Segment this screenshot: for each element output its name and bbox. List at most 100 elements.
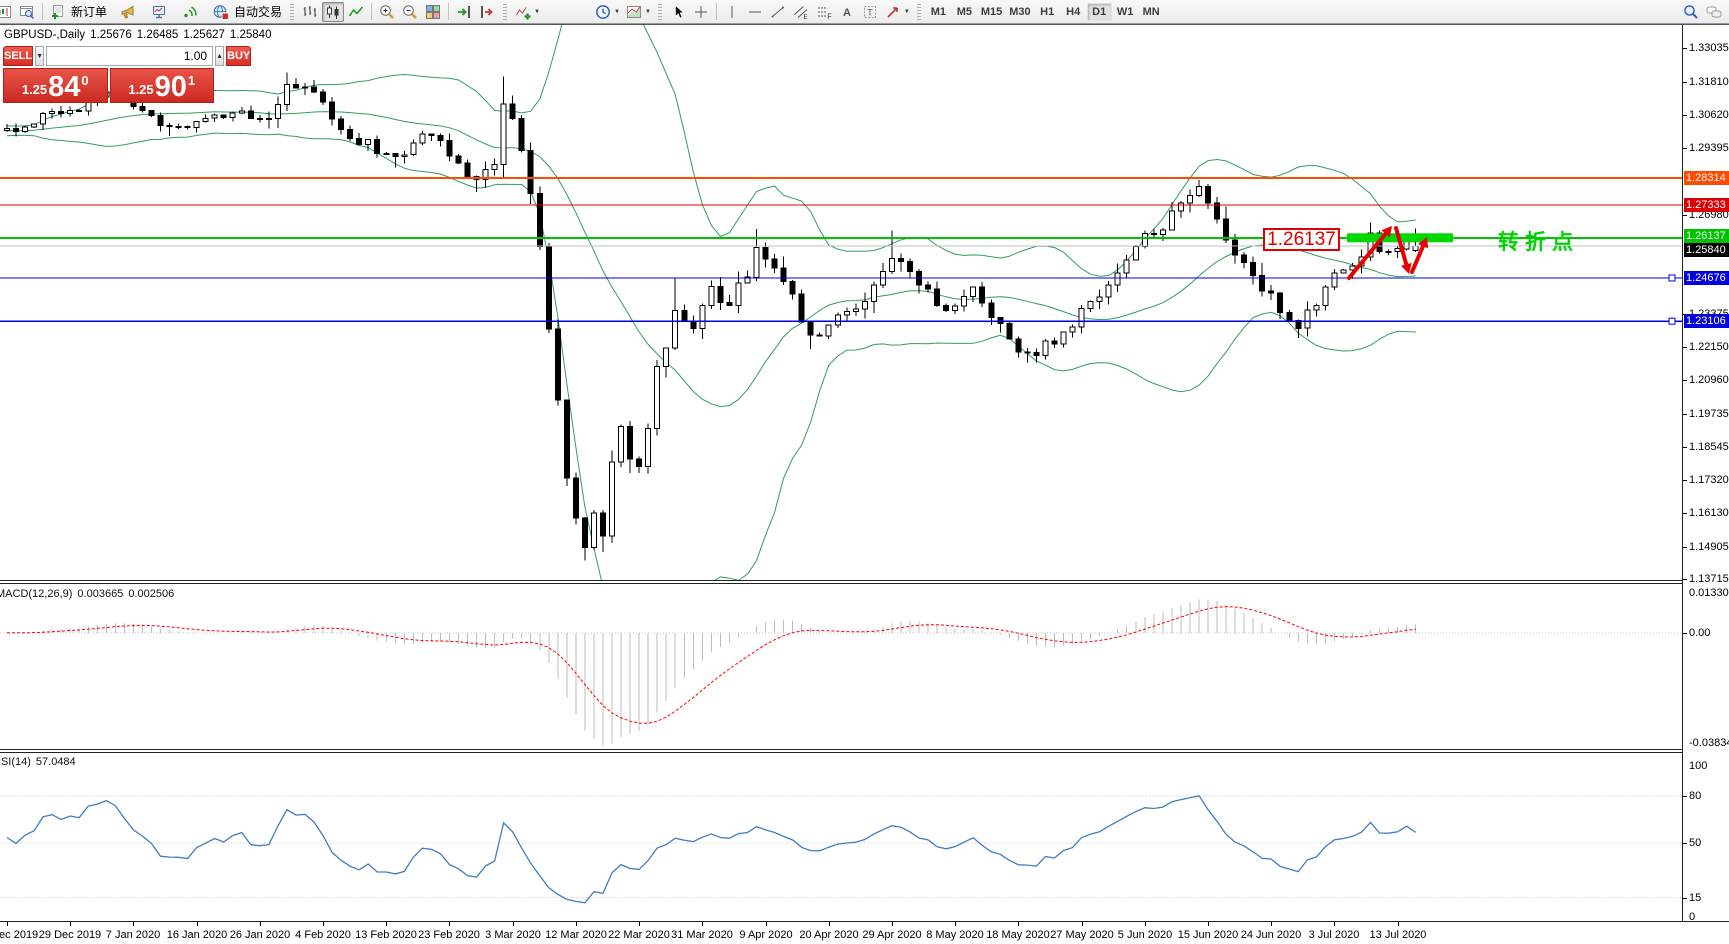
toolbar-separator [448,3,450,20]
date-tick [70,922,71,926]
axis-tick [1683,633,1687,634]
bar-chart-mode-button[interactable] [299,2,321,22]
crosshair-tool-button[interactable] [690,2,712,22]
timeframe-d1[interactable]: D1 [1086,2,1112,21]
pane-separator[interactable] [0,749,1682,753]
buy-price-sup: 1 [187,73,196,88]
periods-dropdown-arrow[interactable]: ▼ [613,8,620,15]
auto-trading-icon[interactable] [210,2,232,22]
volume-decrease-button[interactable]: ▼ [35,46,45,66]
channel-tool-button[interactable]: E [790,2,812,22]
timeframe-group: M1 M5 M15 M30 H1 H4 D1 W1 MN [926,2,1164,21]
new-order-icon[interactable] [47,2,69,22]
buy-price-panel[interactable]: 1.25 90 1 [109,68,214,103]
price-annotation-box[interactable]: 1.26137 [1263,228,1340,251]
macd-axis-zero: 0.00 [1689,627,1711,639]
fibonacci-tool-button[interactable]: F [813,2,835,22]
volume-increase-button[interactable]: ▲ [215,46,224,66]
price-line-tag: 1.23106 [1684,314,1729,328]
alerts-horn-icon[interactable] [117,2,139,22]
templates-button[interactable] [623,2,645,22]
timeframe-m15[interactable]: M15 [980,5,1003,18]
price-line-tag: 1.27333 [1684,198,1729,212]
chart-title: GBPUSD-,Daily 1.25676 1.26485 1.25627 1.2584… [4,29,276,41]
buy-button[interactable]: BUY [226,46,252,66]
text-tool-button[interactable]: A [836,2,858,22]
date-label: 26 Jan 2020 [229,929,291,941]
date-label: 31 Mar 2020 [671,929,733,941]
date-tick [260,922,261,926]
timeframe-h4[interactable]: H4 [1066,5,1081,18]
new-order-label[interactable]: 新订单 [71,5,108,19]
price-tick: 1.22150 [1689,341,1729,354]
timeframe-m30[interactable]: M30 [1009,5,1031,18]
cursor-tool-button[interactable] [667,2,689,22]
macd-axis-max: 0.013301 [1689,587,1729,599]
date-tick [1398,922,1399,926]
rsi-name: RSI(14) [0,756,31,768]
profiles-button[interactable] [16,2,38,22]
new-chart-button[interactable] [0,2,15,22]
sell-price-sup: 0 [81,73,89,88]
date-tick [197,922,198,926]
zoom-out-button[interactable] [399,2,421,22]
price-tick: 1.29395 [1689,142,1729,155]
symbol-period: GBPUSD-,Daily [4,29,86,41]
date-tick [576,922,577,926]
signals-icon[interactable] [179,2,201,22]
timeframe-m5[interactable]: M5 [956,5,972,18]
zoom-in-button[interactable] [376,2,398,22]
date-tick [1334,922,1335,926]
templates-dropdown-arrow[interactable]: ▼ [644,8,651,15]
chat-icon[interactable] [1703,2,1725,22]
axis-tick [1683,480,1687,481]
date-label: 20 Apr 2020 [799,929,859,941]
chart-shift-button[interactable] [476,2,498,22]
date-label: 13 Feb 2020 [355,929,417,941]
toolbar-grip [657,3,662,20]
price-tick: 1.13715 [1689,573,1729,586]
indicators-dropdown-arrow[interactable]: ▼ [534,8,540,15]
pane-separator[interactable] [0,580,1682,584]
date-label: 27 May 2020 [1050,929,1114,941]
timeframe-h1[interactable]: H1 [1040,5,1055,18]
rsi-pane [0,754,1682,921]
indicators-button[interactable] [512,2,534,22]
vertical-line-tool-button[interactable] [721,2,743,22]
rsi-label: RSI(14) 57.0484 [0,756,81,768]
price-axis[interactable]: 1.330351.318101.306201.293951.269801.233… [1682,25,1729,923]
arrows-dropdown-arrow[interactable]: ▼ [903,8,910,15]
search-icon[interactable] [1680,2,1702,22]
price-line-tag: 1.28314 [1684,171,1729,185]
horizontal-line-tool-button[interactable] [744,2,766,22]
timeframe-m1[interactable]: M1 [930,5,946,18]
volume-input[interactable] [46,46,214,66]
date-label: 12 Mar 2020 [545,929,607,941]
arrows-tool-button[interactable] [882,2,904,22]
line-chart-mode-button[interactable] [345,2,367,22]
sell-price-big: 84 [48,71,81,103]
date-label: 23 Feb 2020 [418,929,480,941]
axis-tick [1683,547,1687,548]
rsi-value: 57.0484 [35,756,76,768]
candlestick-mode-button[interactable] [322,1,345,22]
turning-point-annotation[interactable]: 转折点 [1498,231,1579,254]
date-tick [386,922,387,926]
trendline-tool-button[interactable] [767,2,789,22]
text-label-tool-button[interactable]: T [859,2,881,22]
price-line-tag: 1.26137 [1684,229,1729,243]
tile-windows-button[interactable] [422,2,444,22]
date-tick [133,922,134,926]
sell-button[interactable]: SELL [3,46,34,66]
market-watch-icon[interactable] [148,2,170,22]
one-click-trading-panel: SELL ▼ ▲ BUY 1.25 84 0 1.25 90 1 [3,46,252,103]
date-tick [7,922,8,926]
periods-clock-button[interactable] [592,2,614,22]
timeframe-mn[interactable]: MN [1142,5,1160,18]
sell-price-panel[interactable]: 1.25 84 0 [3,68,108,103]
rsi-axis-tick: 100 [1689,760,1708,772]
timeframe-w1[interactable]: W1 [1116,5,1134,18]
auto-scroll-button[interactable] [453,2,475,22]
auto-trading-label[interactable]: 自动交易 [234,5,283,19]
